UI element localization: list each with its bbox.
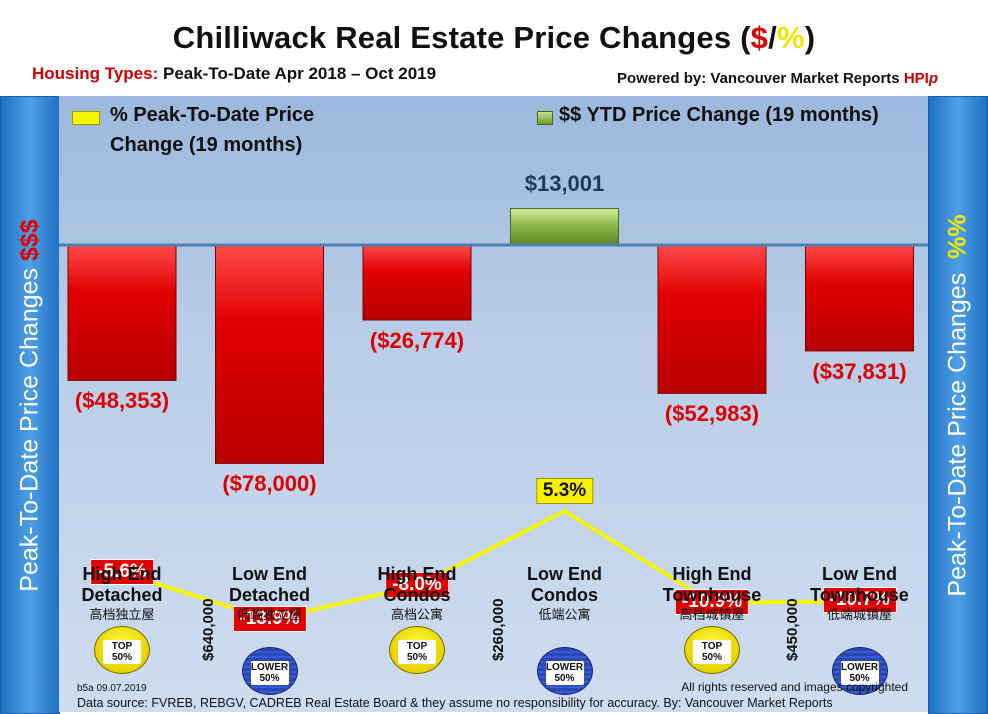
legend-line-label: % Peak-To-Date Price Change (19 months) bbox=[110, 104, 315, 156]
subtitle-label: Housing Types: bbox=[32, 64, 159, 83]
chart-svg bbox=[59, 208, 928, 622]
badge-text: 50% bbox=[259, 673, 280, 684]
bar-value-label: ($78,000) bbox=[222, 471, 317, 497]
footer-rights: All rights reserved and images copyright… bbox=[681, 680, 908, 694]
badge-text: 50% bbox=[554, 673, 575, 684]
category-chinese-label: 低端公寓 bbox=[538, 607, 591, 622]
bar-value-label: ($26,774) bbox=[369, 327, 465, 353]
category-label: High End Detached 高档独立屋 bbox=[47, 564, 197, 624]
category-chinese-label: 低端独立屋 bbox=[236, 607, 302, 622]
badge-text: LOWER bbox=[545, 662, 584, 673]
bar-value-label: ($37,831) bbox=[812, 358, 907, 384]
category-line: High End bbox=[377, 564, 457, 584]
bar-4 bbox=[657, 244, 767, 394]
bar-value-label: ($52,983) bbox=[664, 401, 760, 427]
category-line: High End bbox=[672, 564, 752, 584]
pct-value-label: -13.9% bbox=[232, 605, 307, 632]
left-axis-label: Peak-To-Date Price Changes $$$ bbox=[15, 219, 44, 592]
category-chinese-label: 低端城镇屋 bbox=[826, 607, 892, 622]
bar-value-label: ($48,353) bbox=[74, 388, 170, 414]
top-50-badge-icon: TOP 50% bbox=[94, 626, 150, 674]
category-line: Low End bbox=[232, 564, 307, 584]
badge-text: 50% bbox=[701, 652, 722, 663]
left-axis-panel: Peak-To-Date Price Changes $$$ bbox=[0, 96, 60, 714]
category-label: High End Townhouse 高档城镇屋 bbox=[637, 564, 787, 624]
category-line: High End bbox=[82, 564, 162, 584]
right-axis-panel: Peak-To-Date Price Changes %% bbox=[928, 96, 988, 714]
category-line: Low End bbox=[527, 564, 602, 584]
price-threshold-label: $450,000 bbox=[784, 598, 801, 661]
subtitle: Housing Types: Peak-To-Date Apr 2018 – O… bbox=[32, 64, 436, 84]
page-title: Chilliwack Real Estate Price Changes ($/… bbox=[172, 20, 816, 55]
bar-value-label: $13,001 bbox=[524, 170, 605, 196]
right-axis-label: Peak-To-Date Price Changes %% bbox=[943, 214, 972, 597]
bar-0 bbox=[67, 244, 177, 381]
top-50-badge-icon: TOP 50% bbox=[389, 626, 445, 674]
footer-id: b5a 09.07.2019 bbox=[77, 683, 147, 694]
category-label: High End Condos 高档公寓 bbox=[342, 564, 492, 624]
legend-bar-swatch bbox=[537, 111, 553, 125]
bar-5 bbox=[805, 244, 914, 352]
bar-2 bbox=[362, 244, 472, 321]
legend-line-swatch bbox=[72, 111, 100, 125]
badge-text: 50% bbox=[111, 652, 132, 663]
chart-plot-area: % Peak-To-Date Price Change (19 months) … bbox=[59, 96, 928, 712]
category-line: Condos bbox=[383, 585, 451, 605]
category-chinese-label: 高档城镇屋 bbox=[679, 607, 745, 622]
category-label: Low End Condos 低端公寓 bbox=[490, 564, 640, 624]
badge-text: 50% bbox=[406, 652, 427, 663]
category-line: Detached bbox=[81, 585, 163, 605]
price-threshold-label: $640,000 bbox=[200, 598, 217, 661]
category-line: Condos bbox=[531, 585, 598, 605]
powered-by: Powered by: Vancouver Market Reports HPI… bbox=[617, 70, 938, 87]
price-threshold-label: $260,000 bbox=[490, 598, 507, 661]
pct-value-label: -10.7% bbox=[822, 587, 897, 614]
top-50-badge-icon: TOP 50% bbox=[684, 626, 740, 674]
category-label: Low End Townhouse 低端城镇屋 bbox=[785, 564, 935, 624]
subtitle-period: Peak-To-Date Apr 2018 – Oct 2019 bbox=[162, 64, 437, 83]
lower-50-badge-icon: LOWER 50% bbox=[536, 647, 593, 695]
badge-text: TOP bbox=[701, 641, 723, 652]
legend-bar-label: $$ YTD Price Change (19 months) bbox=[559, 104, 879, 126]
category-line: Townhouse bbox=[662, 585, 762, 605]
lower-50-badge-icon: LOWER 50% bbox=[831, 647, 888, 695]
bar-1 bbox=[215, 244, 324, 464]
badge-text: TOP bbox=[406, 641, 428, 652]
pct-value-label: -10.9% bbox=[674, 588, 750, 615]
badge-text: LOWER bbox=[840, 662, 879, 673]
pct-value-label: -5.6% bbox=[90, 558, 154, 585]
badge-text: TOP bbox=[111, 641, 133, 652]
pct-value-label: -8.0% bbox=[385, 572, 449, 599]
badge-text: LOWER bbox=[250, 662, 289, 673]
category-chinese-label: 高档公寓 bbox=[390, 607, 443, 622]
category-label: Low End Detached 低端独立屋 bbox=[195, 564, 345, 624]
bar-3 bbox=[510, 208, 619, 246]
category-line: Detached bbox=[228, 585, 311, 605]
pct-value-label: 5.3% bbox=[535, 478, 594, 505]
category-chinese-label: 高档独立屋 bbox=[89, 607, 155, 622]
lower-50-badge-icon: LOWER 50% bbox=[241, 647, 298, 695]
category-line: Townhouse bbox=[810, 585, 909, 605]
badge-text: 50% bbox=[849, 673, 870, 684]
footer-source: Data source: FVREB, REBGV, CADREB Real E… bbox=[77, 696, 833, 710]
category-line: Low End bbox=[822, 564, 897, 584]
